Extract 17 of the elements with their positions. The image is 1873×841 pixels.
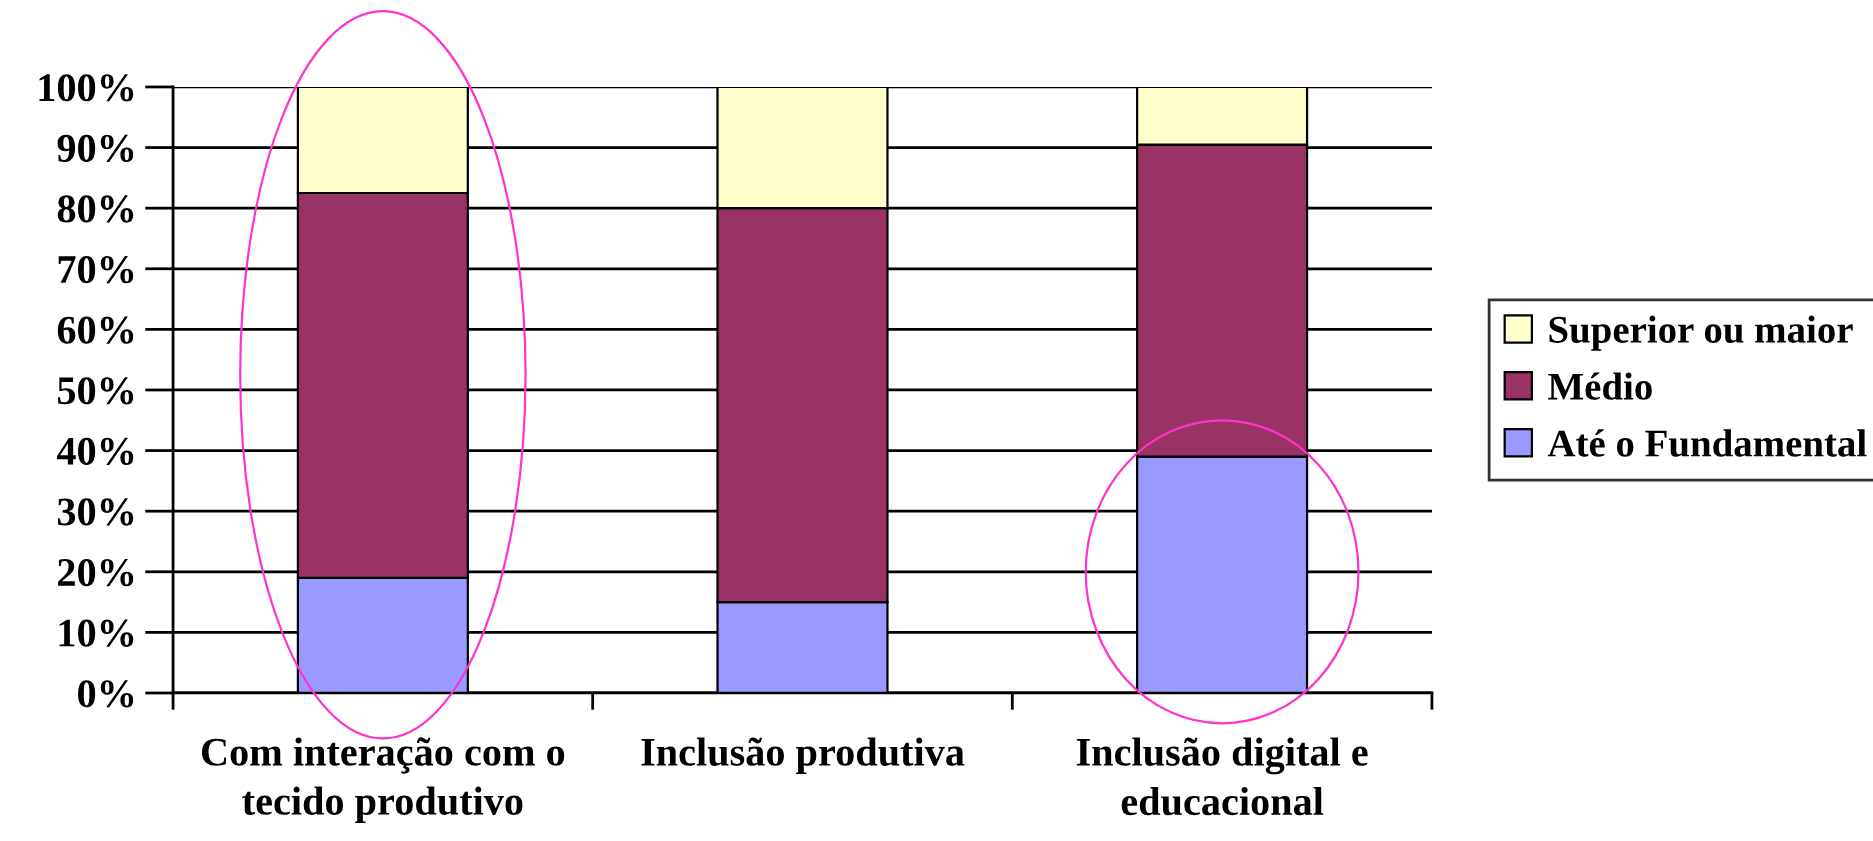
y-tick-label: 100% — [39, 74, 134, 102]
y-tick-label: 10% — [59, 619, 134, 647]
y-tick-label: 50% — [58, 377, 134, 405]
legend-label: Até o Fundamental — [1547, 429, 1867, 457]
y-tick-label: 20% — [58, 558, 134, 587]
legend-label: Médio — [1548, 372, 1652, 400]
y-tick-label: 60% — [57, 316, 134, 344]
legend-label: Superior ou maior — [1549, 315, 1853, 351]
y-tick-label: 0% — [78, 680, 134, 708]
y-tick-label: 90% — [57, 134, 134, 163]
y-tick-label: 40% — [56, 437, 134, 466]
y-tick-label: 30% — [57, 498, 134, 526]
y-tick-label: 80% — [57, 195, 134, 223]
x-tick-label: Inclusão digital e educacional — [1076, 737, 1368, 816]
x-tick-label: Inclusão produtiva — [641, 737, 965, 775]
y-tick-label: 70% — [58, 255, 134, 284]
x-tick-label: Com interação com o tecido produtivo — [201, 737, 565, 824]
